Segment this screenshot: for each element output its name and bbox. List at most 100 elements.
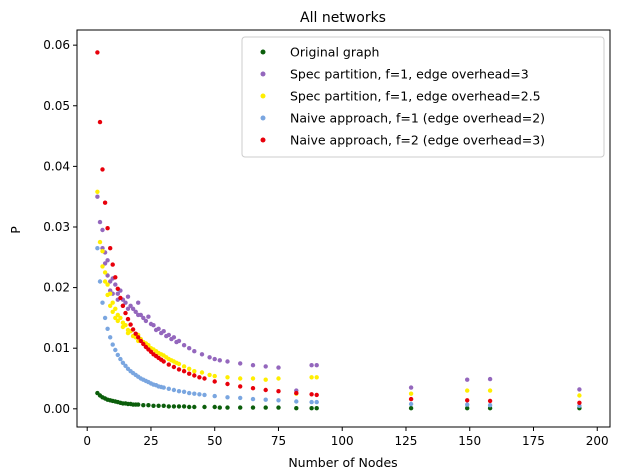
data-point	[105, 282, 110, 287]
data-point	[294, 390, 299, 396]
data-point	[110, 309, 115, 314]
y-tick-label: 0.03	[43, 220, 70, 234]
data-point	[130, 306, 136, 311]
data-point	[120, 303, 126, 308]
data-point	[161, 403, 166, 408]
data-point	[263, 397, 268, 402]
data-point	[102, 279, 108, 284]
y-axis: 0.00 0.01 0.02 0.03 0.04 0.05 0.06	[43, 38, 77, 416]
x-tick-label: 75	[271, 434, 286, 448]
data-point	[199, 352, 205, 357]
data-point	[225, 375, 230, 380]
data-point	[181, 389, 187, 394]
data-point	[176, 361, 182, 367]
data-point	[108, 291, 113, 296]
data-point	[217, 358, 222, 363]
data-point	[138, 312, 143, 318]
data-point	[128, 303, 133, 308]
data-point	[202, 376, 207, 381]
data-point	[181, 364, 187, 369]
data-point	[161, 359, 166, 364]
data-point	[115, 312, 121, 318]
data-point	[110, 262, 115, 267]
data-point	[120, 360, 126, 365]
y-axis-label: P	[8, 226, 23, 234]
data-point	[118, 315, 123, 321]
x-tick-label: 0	[83, 434, 91, 448]
plot-area	[95, 50, 582, 411]
data-point	[181, 343, 187, 348]
data-point	[487, 388, 493, 393]
series-3	[95, 246, 582, 408]
data-point	[225, 395, 230, 400]
data-point	[199, 370, 205, 375]
data-point	[250, 386, 256, 391]
data-point	[314, 363, 319, 368]
data-point	[100, 249, 105, 254]
data-point	[115, 318, 121, 324]
data-point	[166, 362, 171, 367]
data-point	[263, 387, 268, 393]
data-point	[156, 403, 161, 408]
data-point	[102, 315, 108, 321]
data-point	[105, 326, 110, 331]
data-point	[314, 375, 319, 380]
data-point	[97, 239, 103, 245]
data-point	[95, 246, 100, 251]
y-tick-label: 0.04	[43, 159, 70, 173]
legend: Original graph Spec partition, f=1, edge …	[241, 36, 605, 158]
data-point	[238, 361, 243, 366]
data-point	[294, 399, 299, 404]
legend-label: Original graph	[290, 45, 379, 60]
data-point	[465, 377, 470, 382]
data-point	[110, 342, 115, 347]
data-point	[176, 367, 182, 372]
data-point	[166, 404, 171, 409]
data-point	[212, 373, 217, 379]
data-point	[95, 194, 100, 199]
data-point	[110, 300, 115, 305]
data-point	[197, 392, 202, 397]
data-point	[187, 390, 192, 396]
data-point	[125, 306, 131, 311]
data-point	[146, 403, 151, 408]
data-point	[465, 406, 470, 411]
y-tick-label: 0.05	[43, 99, 70, 113]
data-point	[95, 189, 100, 194]
data-point	[263, 377, 268, 382]
data-point	[102, 270, 108, 275]
data-point	[123, 363, 128, 368]
data-point	[156, 326, 161, 331]
data-point	[202, 392, 207, 398]
data-point	[100, 264, 105, 269]
data-point	[577, 393, 582, 398]
data-point	[238, 384, 243, 389]
data-point	[105, 273, 110, 278]
data-point	[276, 398, 281, 403]
data-point	[166, 386, 171, 391]
data-point	[146, 314, 151, 319]
data-point	[192, 369, 197, 374]
data-point	[123, 300, 128, 305]
data-point	[250, 363, 256, 368]
data-point	[181, 404, 187, 409]
data-point	[113, 282, 118, 287]
data-point	[100, 167, 105, 172]
data-point	[133, 309, 138, 314]
legend-label: Spec partition, f=1, edge overhead=2.5	[290, 89, 541, 104]
data-point	[250, 405, 256, 410]
data-point	[250, 376, 256, 381]
legend-marker	[260, 115, 266, 121]
data-point	[136, 335, 141, 340]
data-point	[314, 392, 319, 398]
x-tick-label: 125	[395, 434, 418, 448]
data-point	[141, 315, 146, 321]
data-point	[238, 376, 243, 381]
data-point	[212, 393, 217, 399]
data-point	[108, 279, 113, 284]
data-point	[125, 294, 131, 299]
data-point	[108, 303, 113, 308]
data-point	[141, 403, 146, 408]
data-point	[105, 226, 110, 231]
